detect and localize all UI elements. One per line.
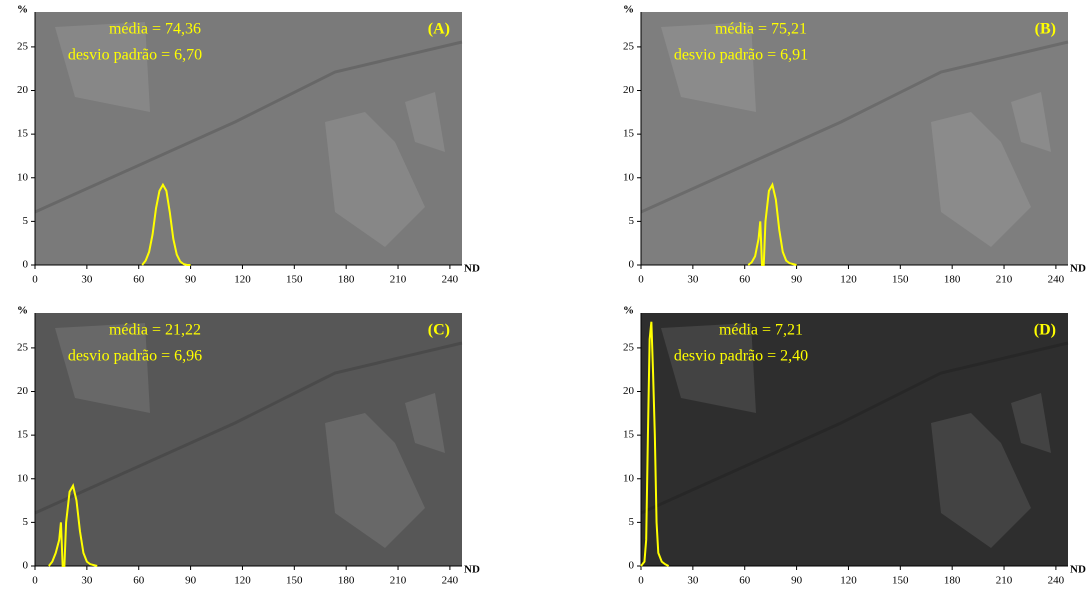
y-tick-label: 0: [629, 259, 635, 271]
x-tick-label: 240: [1048, 575, 1065, 587]
y-axis-label: %: [623, 305, 634, 317]
x-axis-label: ND: [1070, 564, 1086, 576]
x-tick-label: 30: [81, 575, 93, 587]
y-tick-label: 10: [623, 171, 635, 183]
x-axis-label: ND: [464, 263, 480, 275]
x-tick-label: 60: [739, 274, 751, 286]
x-tick-label: 180: [338, 274, 355, 286]
figure: 05101520250306090120150180210240%NDmédia…: [0, 0, 1090, 594]
mean-label: média = 7,21: [719, 322, 803, 339]
x-tick-label: 210: [996, 575, 1013, 587]
x-tick-label: 210: [390, 575, 407, 587]
mean-label: média = 75,21: [715, 21, 807, 38]
y-tick-label: 5: [23, 215, 29, 227]
x-tick-label: 0: [638, 575, 644, 587]
x-tick-label: 120: [840, 575, 857, 587]
sd-label: desvio padrão = 6,96: [68, 348, 202, 365]
x-tick-label: 180: [338, 575, 355, 587]
x-tick-label: 90: [185, 575, 197, 587]
y-tick-label: 5: [629, 516, 635, 528]
x-tick-label: 120: [234, 575, 251, 587]
y-tick-label: 25: [17, 40, 29, 52]
x-tick-label: 30: [81, 274, 93, 286]
x-tick-label: 210: [996, 274, 1013, 286]
x-tick-label: 120: [234, 274, 251, 286]
x-tick-label: 60: [739, 575, 751, 587]
x-tick-label: 210: [390, 274, 407, 286]
x-tick-label: 60: [133, 575, 145, 587]
y-tick-label: 20: [17, 385, 29, 397]
y-tick-label: 20: [623, 385, 635, 397]
panel-label: (C): [428, 322, 450, 339]
x-tick-label: 0: [638, 274, 644, 286]
y-tick-label: 5: [23, 516, 29, 528]
y-tick-label: 5: [629, 215, 635, 227]
y-axis-label: %: [17, 4, 28, 16]
y-tick-label: 15: [17, 429, 29, 441]
y-tick-label: 15: [623, 128, 635, 140]
x-tick-label: 240: [442, 575, 459, 587]
y-tick-label: 20: [17, 84, 29, 96]
x-tick-label: 180: [944, 274, 961, 286]
y-axis-label: %: [17, 305, 28, 317]
y-tick-label: 25: [623, 341, 635, 353]
x-tick-label: 240: [1048, 274, 1065, 286]
y-tick-label: 0: [23, 259, 29, 271]
y-tick-label: 25: [17, 341, 29, 353]
x-tick-label: 30: [687, 274, 699, 286]
mean-label: média = 74,36: [109, 21, 201, 38]
mean-label: média = 21,22: [109, 322, 201, 339]
x-tick-label: 0: [32, 575, 38, 587]
y-axis-label: %: [623, 4, 634, 16]
x-tick-label: 0: [32, 274, 38, 286]
x-tick-label: 120: [840, 274, 857, 286]
y-tick-label: 0: [23, 560, 29, 572]
sd-label: desvio padrão = 2,40: [674, 348, 808, 365]
x-tick-label: 90: [185, 274, 197, 286]
y-tick-label: 10: [17, 472, 29, 484]
sd-label: desvio padrão = 6,91: [674, 47, 808, 64]
x-axis-label: ND: [464, 564, 480, 576]
x-tick-label: 150: [286, 575, 303, 587]
y-tick-label: 20: [623, 84, 635, 96]
panel-label: (B): [1035, 21, 1056, 38]
y-tick-label: 10: [17, 171, 29, 183]
x-tick-label: 150: [286, 274, 303, 286]
x-tick-label: 240: [442, 274, 459, 286]
x-tick-label: 60: [133, 274, 145, 286]
y-tick-label: 15: [17, 128, 29, 140]
y-tick-label: 0: [629, 560, 635, 572]
x-tick-label: 90: [791, 274, 803, 286]
x-tick-label: 150: [892, 274, 909, 286]
y-tick-label: 15: [623, 429, 635, 441]
sd-label: desvio padrão = 6,70: [68, 47, 202, 64]
x-tick-label: 180: [944, 575, 961, 587]
x-tick-label: 90: [791, 575, 803, 587]
panel-label: (D): [1034, 322, 1056, 339]
x-tick-label: 150: [892, 575, 909, 587]
x-axis-label: ND: [1070, 263, 1086, 275]
y-tick-label: 25: [623, 40, 635, 52]
x-tick-label: 30: [687, 575, 699, 587]
y-tick-label: 10: [623, 472, 635, 484]
panel-label: (A): [428, 21, 450, 38]
